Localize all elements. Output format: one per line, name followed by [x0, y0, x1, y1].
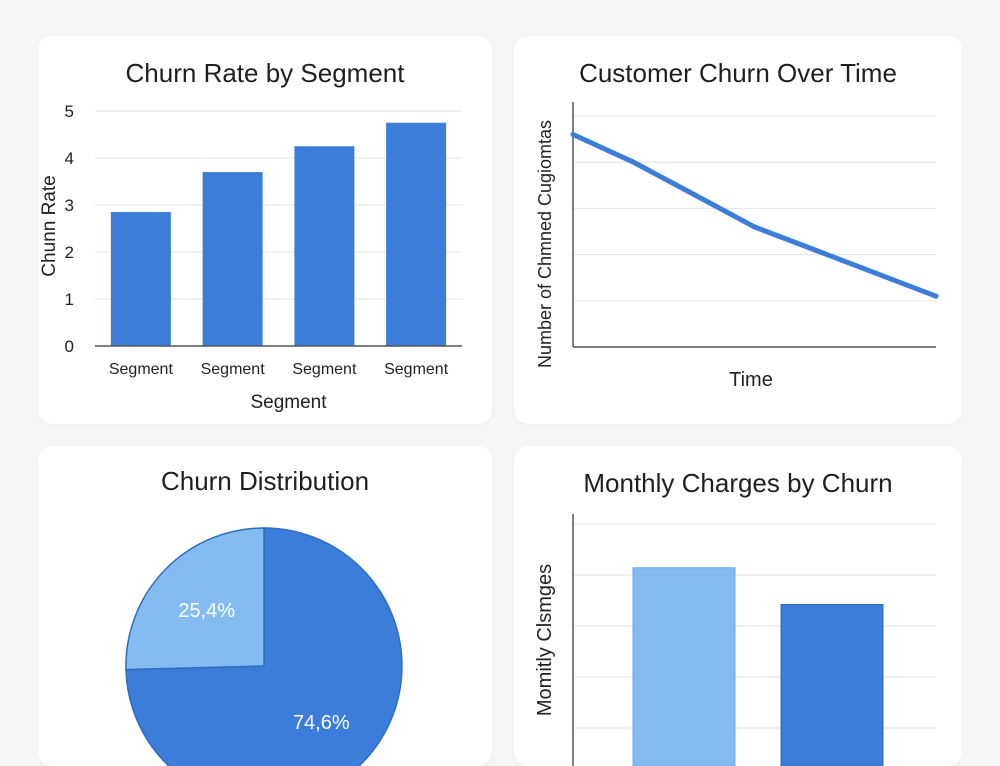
y-tick-label: 4 — [65, 149, 74, 168]
churn-by-segment-chart: 0 1 2 3 4 5 Segment Segment Segment Segment Segmen… — [39, 102, 462, 413]
y-tick-label: 2 — [65, 243, 74, 262]
pie-slice-label: 25,4% — [178, 600, 235, 622]
data-point — [873, 270, 878, 276]
series-line — [570, 132, 939, 299]
data-point — [691, 192, 697, 198]
bar — [110, 212, 171, 346]
y-tick-label: 3 — [65, 196, 74, 215]
monthly-charges-title: Monthly Charges by Churn — [583, 468, 893, 498]
churn-over-time-chart: Time Number of Chmned Cugiomtas — [535, 102, 939, 391]
data-point — [812, 247, 818, 253]
data-point — [631, 159, 636, 165]
data-point — [752, 224, 757, 230]
x-tick-label: Segment — [201, 361, 266, 378]
monthly-charges-chart: Momitly Clsmges — [534, 514, 936, 766]
pie-slice — [125, 527, 265, 671]
bar — [294, 146, 355, 346]
churn-over-time-title: Customer Churn Over Time — [579, 58, 897, 88]
x-axis-label: Segment — [250, 392, 327, 413]
bar — [386, 122, 447, 346]
x-tick-label: Segment — [384, 361, 449, 378]
x-tick-label: Segment — [109, 361, 174, 378]
churn-by-segment-card: Churn Rate by Segment 0 1 2 3 4 5 Segment Segme… — [38, 36, 492, 424]
y-axis-label: Momitly Clsmges — [534, 564, 556, 716]
y-tick-label: 5 — [65, 102, 74, 121]
churn-by-segment-title: Churn Rate by Segment — [125, 58, 405, 88]
y-axis-label: Chunn Rate — [39, 175, 60, 276]
y-tick-label: 0 — [65, 337, 74, 356]
bar — [202, 172, 263, 346]
churn-distribution-card: Churn Distribution 74,6% 25,4% — [38, 446, 492, 766]
y-tick-label: 1 — [65, 290, 74, 309]
churn-distribution-title: Churn Distribution — [160, 466, 370, 496]
pie-slice-label: 74,6% — [293, 712, 350, 734]
data-point — [933, 293, 939, 299]
y-axis-label: Number of Chmned Cugiomtas — [535, 120, 555, 368]
bar — [632, 567, 736, 766]
churn-over-time-card: Customer Churn Over Time Time Number of C… — [514, 36, 962, 424]
bar — [780, 603, 884, 766]
x-tick-label: Segment — [292, 361, 357, 378]
churn-distribution-chart: 74,6% 25,4% — [125, 527, 403, 766]
monthly-charges-card: Monthly Charges by Churn Momitly Clsmges — [514, 446, 962, 766]
x-axis-label: Time — [729, 369, 773, 391]
data-point — [570, 131, 576, 137]
